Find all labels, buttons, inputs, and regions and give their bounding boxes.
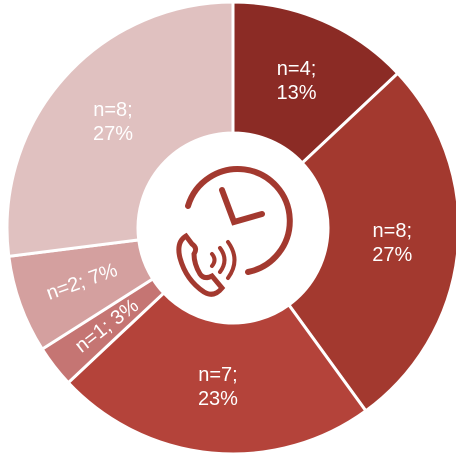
data-label: n=8; 27%	[372, 220, 413, 267]
data-label: n=4; 13%	[276, 58, 317, 105]
slice	[5, 0, 235, 259]
data-label: n=8; 27%	[92, 99, 133, 146]
slice	[231, 0, 400, 166]
slice	[286, 71, 456, 413]
center-icon	[176, 166, 293, 297]
data-label: n=7; 23%	[197, 364, 238, 411]
slice	[66, 290, 368, 455]
